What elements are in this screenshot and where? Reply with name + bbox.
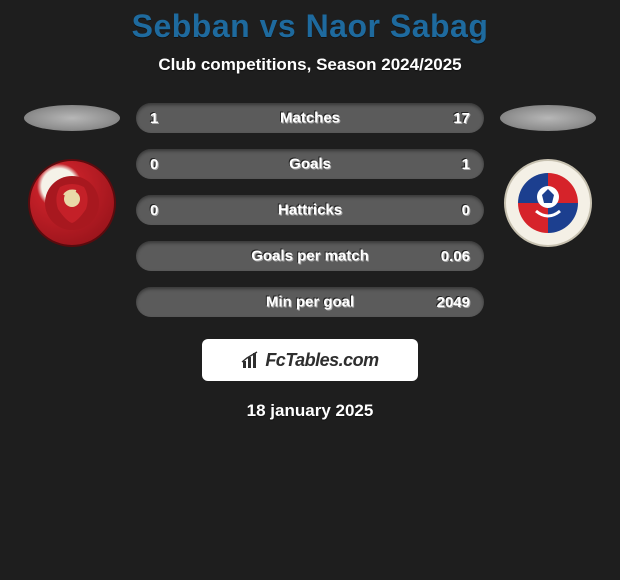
stat-right-value: 1 (462, 156, 470, 173)
stat-left-value: 0 (150, 156, 158, 173)
stat-row-min-per-goal: Min per goal 2049 (136, 287, 484, 317)
stat-left-value: 1 (150, 110, 158, 127)
stat-label: Hattricks (278, 202, 342, 219)
stat-label: Min per goal (266, 294, 354, 311)
stat-row-goals: 0 Goals 1 (136, 149, 484, 179)
stat-label: Matches (280, 110, 340, 127)
main-row: 1 Matches 17 0 Goals 1 0 Hattricks 0 Goa… (0, 103, 620, 317)
page-title: Sebban vs Naor Sabag (0, 8, 620, 45)
player-placeholder-oval (500, 105, 596, 131)
player-placeholder-oval (24, 105, 120, 131)
stat-row-goals-per-match: Goals per match 0.06 (136, 241, 484, 271)
bar-chart-icon (241, 350, 261, 370)
stat-row-hattricks: 0 Hattricks 0 (136, 195, 484, 225)
stat-right-value: 0.06 (441, 248, 470, 265)
brand-box[interactable]: FcTables.com (202, 339, 418, 381)
infographic-container: Sebban vs Naor Sabag Club competitions, … (0, 0, 620, 580)
brand-text: FcTables.com (265, 350, 378, 371)
club-crest-icon (42, 173, 102, 233)
left-player-col (22, 103, 122, 247)
left-club-logo (28, 159, 116, 247)
club-crest-icon (512, 167, 584, 239)
stats-column: 1 Matches 17 0 Goals 1 0 Hattricks 0 Goa… (136, 103, 484, 317)
right-player-col (498, 103, 598, 247)
stat-left-value: 0 (150, 202, 158, 219)
stat-right-value: 2049 (437, 294, 470, 311)
stat-right-value: 17 (453, 110, 470, 127)
right-club-logo (504, 159, 592, 247)
date-line: 18 january 2025 (0, 401, 620, 421)
stat-label: Goals (289, 156, 331, 173)
stat-row-matches: 1 Matches 17 (136, 103, 484, 133)
stat-right-value: 0 (462, 202, 470, 219)
stat-label: Goals per match (251, 248, 369, 265)
page-subtitle: Club competitions, Season 2024/2025 (0, 55, 620, 75)
